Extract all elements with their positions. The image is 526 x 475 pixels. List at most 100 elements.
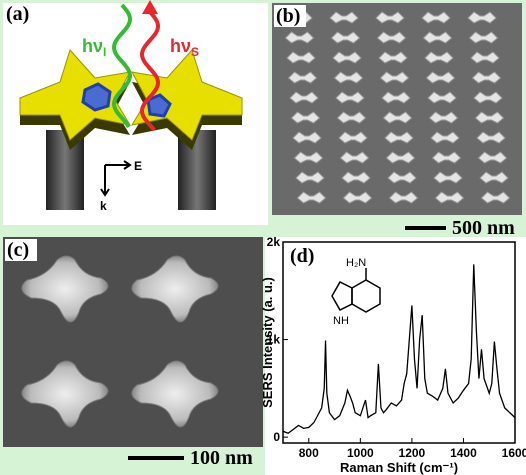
nanostructure [422, 31, 453, 44]
molecule [331, 268, 381, 313]
nanostructure [427, 91, 457, 104]
text: hν [82, 36, 103, 56]
y-tick-label: 1k [267, 333, 281, 347]
label-box [5, 239, 37, 261]
sem-image [3, 237, 263, 447]
incident-label: hνI [82, 36, 106, 59]
nanostructure [424, 51, 454, 64]
nanostructure [286, 51, 316, 64]
nanostructure [479, 171, 509, 184]
nanostructure [284, 31, 315, 44]
nanostructure [287, 71, 318, 84]
pillar [46, 130, 84, 210]
nanostructure [431, 151, 462, 164]
amine-label: H₂N [346, 257, 366, 269]
panel-label: (b) [276, 5, 300, 27]
nanostructure [21, 360, 109, 428]
nanostructure [428, 111, 459, 124]
nanostructure [292, 131, 322, 144]
axes-arrows [100, 160, 132, 197]
arrow-head [142, 0, 158, 14]
x-tick-label: 1600 [502, 446, 526, 460]
scattered-wave [139, 10, 161, 132]
imine-label: NH [333, 315, 349, 327]
nanostructure [342, 191, 373, 204]
nanostructure [474, 111, 505, 124]
nanostructure [433, 171, 463, 184]
nanostructure [434, 191, 465, 204]
text: hν [170, 36, 191, 56]
nanostructure [382, 111, 413, 124]
nanostructure [477, 151, 508, 164]
nanostructure [473, 91, 503, 104]
x-tick-label: 1000 [347, 446, 374, 460]
nanostructure [335, 91, 365, 104]
spectrum [282, 264, 516, 434]
star [130, 49, 243, 141]
y-tick-label: 2k [267, 235, 281, 249]
panel-c [21, 255, 219, 428]
nanostructure [471, 71, 502, 84]
nanostructure [21, 255, 109, 323]
incident-wave [111, 3, 133, 128]
subscript: S [191, 45, 199, 59]
nanostructure [381, 91, 411, 104]
nanostructure [338, 131, 368, 144]
nanostructure [385, 151, 416, 164]
nanostructure [332, 51, 362, 64]
nanostructure [333, 71, 364, 84]
nanostructure [468, 31, 499, 44]
x-tick-label: 1200 [399, 446, 426, 460]
nanostructure [388, 191, 419, 204]
nanostructure [470, 51, 500, 64]
nanostructure [480, 191, 511, 204]
nanostructure [293, 151, 324, 164]
nanostructure [295, 171, 325, 184]
panel-label: (c) [7, 239, 29, 261]
nanostructure [384, 131, 414, 144]
panel-label: (a) [6, 3, 29, 25]
nanostructure [375, 11, 405, 24]
y-axis-label: SERS Intensity (a. u.) [260, 277, 275, 408]
x-axis-label: Raman Shift (cm⁻¹) [340, 460, 458, 475]
nanostructure [290, 111, 321, 124]
panel-d: 800 1000 1200 1400 1600 0 1k 2k (d) Raman Shift (… [260, 235, 526, 475]
nanostructure [378, 51, 408, 64]
nanostructure [387, 171, 417, 184]
nanostructure [341, 171, 371, 184]
molecule [81, 82, 172, 118]
scale-label: 500 nm [452, 217, 515, 239]
nanostructure [421, 11, 451, 24]
x-tick-label: 800 [299, 446, 319, 460]
y-tick-label: 0 [273, 430, 280, 444]
scale-label: 100 nm [190, 447, 253, 469]
plot-frame [282, 241, 516, 444]
panel-b [283, 11, 511, 204]
nanostructure [430, 131, 460, 144]
nanostructure [379, 71, 410, 84]
nanostructure [336, 111, 367, 124]
nanostructure [425, 71, 456, 84]
nanostructure [376, 31, 407, 44]
nanostructure [296, 191, 327, 204]
nanostructure [467, 11, 497, 24]
panel-d-bg [265, 237, 526, 475]
subscript: I [103, 45, 106, 59]
star [19, 49, 132, 141]
nanostructure [329, 11, 359, 24]
scattered-label: hνS [170, 36, 199, 59]
nanostructure [131, 360, 219, 428]
nanostructure [476, 131, 506, 144]
nanostructure [339, 151, 370, 164]
field-label: E [134, 159, 142, 173]
nanostructure [131, 255, 219, 323]
k-label: k [100, 199, 107, 213]
x-tick-label: 1400 [450, 446, 477, 460]
panel-label: (d) [290, 245, 314, 267]
label-box [274, 5, 306, 27]
pillar [178, 130, 216, 210]
nanostructure [289, 91, 319, 104]
panel-a: hνI hνS E k (a) [6, 0, 243, 213]
